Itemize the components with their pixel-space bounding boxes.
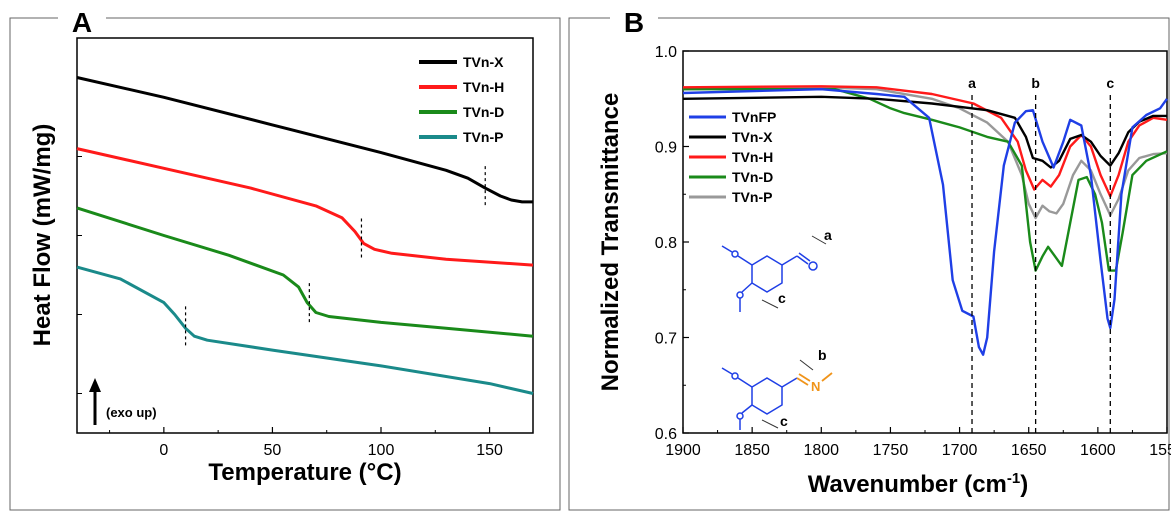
x-tick-label-1800: 1800 <box>803 442 839 459</box>
legend-label-tvn-x: TVn-X <box>463 54 504 70</box>
panel-b-tag-bg <box>610 6 658 36</box>
ether-oxygen <box>736 291 744 299</box>
ether-bond <box>741 282 753 293</box>
legend-label-tvn-h: TVn-H <box>732 149 773 165</box>
panel-b-peak-markers: a b c <box>968 75 1114 433</box>
panel-a-x-ticks: 0 50 100 150 <box>109 427 503 459</box>
x-tick-label-1750: 1750 <box>873 442 909 459</box>
aldehyde-bond <box>781 255 798 266</box>
arrow-a-icon <box>811 235 827 245</box>
panel-b-series <box>682 85 1168 356</box>
panel-b: B 0.6 0.7 0.8 0.9 1.0 1900 1850 1800 1750 1700 16… <box>568 6 1171 511</box>
structure-label-c-bottom: c <box>780 413 788 429</box>
methoxy-bond <box>737 255 753 266</box>
aldehyde-structure-icon <box>721 245 818 312</box>
legend-label-tvn-h: TVn-H <box>463 79 504 95</box>
legend-label-tvn-d: TVn-D <box>463 104 504 120</box>
x-tick-label-50: 50 <box>264 442 282 459</box>
exo-annotation: (exo up) <box>89 378 157 425</box>
series-tvn-h <box>76 147 534 267</box>
panel-b-x-ticks: 1900 1850 1800 1750 1700 1650 1600 1550 <box>665 427 1171 459</box>
imine-methoxy-bond <box>737 377 753 388</box>
x-tick-label-0: 0 <box>159 442 168 459</box>
imine-methoxy-oxygen <box>731 372 739 380</box>
structure-c-annotation-bottom <box>761 419 779 429</box>
series-tvn-x <box>76 76 533 204</box>
panel-a-plot-frame <box>76 37 534 434</box>
series-tvn-h <box>682 85 1168 198</box>
exo-up-arrow-icon <box>89 378 101 392</box>
cn-double-bond-1 <box>796 377 809 386</box>
n-r-bond <box>821 372 833 382</box>
panel-b-frame <box>568 17 1170 511</box>
arrow-c-bottom-icon <box>761 419 779 429</box>
panel-a-series <box>76 76 534 395</box>
structure-b-annotation <box>799 359 814 371</box>
peak-label-c: c <box>1106 75 1114 91</box>
x-tick-label-1850: 1850 <box>734 442 770 459</box>
legend-label-tvn-p: TVn-P <box>463 129 503 145</box>
structure-label-b: b <box>818 347 827 363</box>
x-tick-label-100: 100 <box>368 442 395 459</box>
peak-label-b: b <box>1031 75 1040 91</box>
x-tick-label-1900: 1900 <box>665 442 701 459</box>
imine-ring <box>751 377 783 415</box>
y-tick-label-1: 1.0 <box>655 44 677 61</box>
structure-label-c-top: c <box>778 290 786 306</box>
imine-nitrogen-label: N <box>811 379 820 394</box>
imine-bond <box>781 377 798 388</box>
structure-a-annotation <box>811 235 827 245</box>
panel-a-transition-markers <box>184 166 486 347</box>
legend-label-tvn-x: TVn-X <box>732 129 773 145</box>
x-tick-label-150: 150 <box>476 442 503 459</box>
panel-b-y-ticks: 0.6 0.7 0.8 0.9 1.0 <box>655 44 689 443</box>
series-tvn-d <box>76 206 534 338</box>
panel-a-tag: A <box>72 7 92 38</box>
arrow-b-icon <box>799 359 814 371</box>
x-tick-label-1600: 1600 <box>1080 442 1116 459</box>
arrow-c-top-icon <box>761 299 779 309</box>
imine-structure-icon <box>721 367 798 430</box>
panel-b-tag: B <box>624 7 644 38</box>
imine-ether-oxygen <box>736 412 744 420</box>
panel-a-legend: TVn-X TVn-H TVn-D TVn-P <box>419 54 504 145</box>
y-tick-label-0.9: 0.9 <box>655 140 677 157</box>
x-tick-label-1550: 1550 <box>1149 442 1171 459</box>
series-tvnfp <box>682 88 1168 356</box>
panel-a: A 0 50 100 150 TVn-X TVn-H TVn-D TVn-P (exo up… <box>9 6 561 511</box>
structure-label-a: a <box>824 227 832 243</box>
x-tick-label-1700: 1700 <box>942 442 978 459</box>
panel-a-y-axis-title: Heat Flow (mW/mg) <box>29 124 56 347</box>
y-tick-label-0.8: 0.8 <box>655 235 677 252</box>
structure-c-annotation-top <box>761 299 779 309</box>
imine-ether-bond <box>741 404 753 414</box>
series-tvn-x <box>682 95 1167 169</box>
cn-double-bond-2 <box>798 373 811 382</box>
panel-a-frame <box>9 17 561 511</box>
y-tick-label-0.7: 0.7 <box>655 331 677 348</box>
aldehyde-co-bond-2 <box>798 252 811 262</box>
panel-b-x-axis-title: Wavenumber (cm-1) <box>808 470 1029 498</box>
legend-label-tvn-d: TVn-D <box>732 169 773 185</box>
legend-label-tvnfp: TVnFP <box>732 109 776 125</box>
peak-label-a: a <box>968 75 976 91</box>
x-tick-label-1650: 1650 <box>1011 442 1047 459</box>
exo-up-label: (exo up) <box>106 405 157 420</box>
methoxy-oxygen <box>731 250 739 258</box>
methoxy-methyl <box>721 245 733 253</box>
panel-b-y-axis-title: Normalized Transmittance <box>597 93 624 392</box>
legend-label-tvn-p: TVn-P <box>732 189 772 205</box>
aldehyde-oxygen <box>808 261 818 271</box>
series-tvn-d <box>683 88 1168 272</box>
y-tick-label-0.6: 0.6 <box>655 426 677 443</box>
series-tvn-p <box>76 265 534 395</box>
imine-methoxy-methyl <box>721 367 733 375</box>
aldehyde-co-bond <box>796 255 809 265</box>
panel-a-x-axis-title: Temperature (°C) <box>208 459 401 486</box>
imine-cn-bond-icon <box>796 372 833 386</box>
aldehyde-ring <box>751 255 783 293</box>
panel-a-tag-bg <box>58 6 106 36</box>
panel-b-legend: TVnFP TVn-X TVn-H TVn-D TVn-P <box>689 109 776 205</box>
